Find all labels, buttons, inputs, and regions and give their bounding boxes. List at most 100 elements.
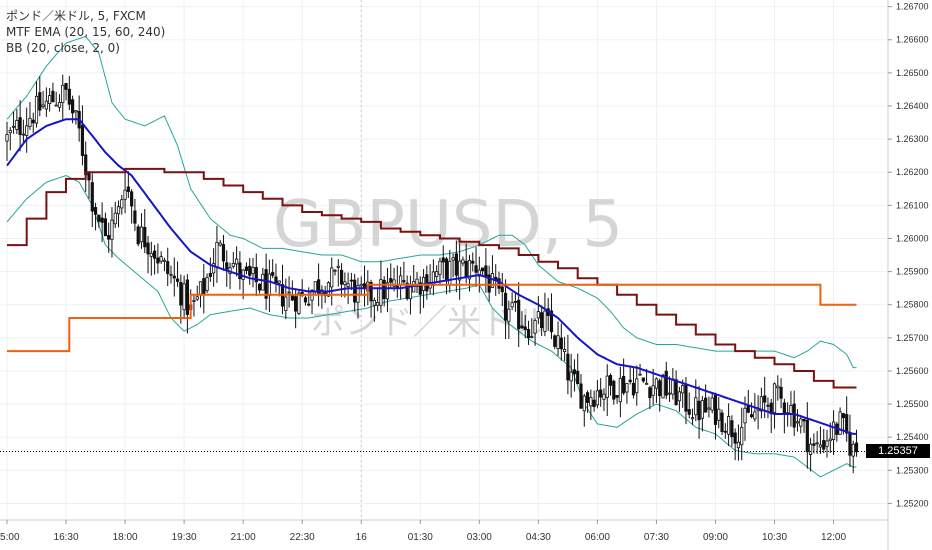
candle-body xyxy=(149,252,153,257)
legend-ema[interactable]: MTF EMA (20, 15, 60, 240) xyxy=(6,25,166,39)
candle-body xyxy=(520,325,524,329)
candle-body xyxy=(579,383,583,409)
candle-body xyxy=(198,281,203,295)
x-tick-label: 15:00 xyxy=(0,532,20,543)
y-tick-label: 1.25500 xyxy=(896,399,929,409)
candle-body xyxy=(11,125,16,128)
candle-body xyxy=(707,407,711,410)
candle-body xyxy=(507,308,511,322)
candle-body xyxy=(110,219,114,240)
candle-body xyxy=(838,411,842,435)
candle-body xyxy=(107,235,111,240)
candle-body xyxy=(67,88,71,105)
x-tick-label: 16:30 xyxy=(54,532,79,543)
candle-body xyxy=(766,404,770,407)
ema-15-line xyxy=(6,118,857,435)
candle-body xyxy=(500,286,504,293)
candle-body xyxy=(71,99,75,114)
candle-body xyxy=(257,283,262,291)
candle-body xyxy=(208,272,212,277)
watermark-symbol: GBPUSD, 5 xyxy=(273,188,623,262)
candle-body xyxy=(418,282,422,295)
candle-body xyxy=(297,292,301,314)
candle-body xyxy=(435,271,439,278)
candle-body xyxy=(559,337,563,350)
candle-body xyxy=(625,383,629,393)
ema-lines xyxy=(6,118,857,435)
candles xyxy=(5,74,859,474)
candle-body xyxy=(782,402,786,415)
candle-body xyxy=(572,369,577,375)
candle-body xyxy=(743,407,747,424)
candle-body xyxy=(215,241,219,268)
candle-body xyxy=(264,269,268,299)
candle-body xyxy=(661,374,665,399)
candle-body xyxy=(733,432,737,444)
candle-body xyxy=(372,299,376,306)
candle-body xyxy=(671,378,675,395)
candle-body xyxy=(622,376,626,394)
candle-body xyxy=(41,104,45,108)
candle-body xyxy=(444,258,449,282)
candle-body xyxy=(451,257,455,261)
last-price-tag: 1.25357 xyxy=(866,444,930,459)
candle-body xyxy=(831,421,836,440)
candle-body xyxy=(97,214,101,222)
candle-body xyxy=(343,281,347,286)
candle-body xyxy=(359,283,363,287)
x-tick-label: 07:30 xyxy=(644,532,669,543)
candle-body xyxy=(18,117,22,135)
candle-body xyxy=(162,259,167,262)
candle-body xyxy=(156,257,160,264)
candle-body xyxy=(704,397,708,413)
candle-body xyxy=(113,212,117,225)
candle-body xyxy=(681,385,685,394)
candle-body xyxy=(307,303,311,306)
candle-body xyxy=(467,260,472,280)
y-tick-label: 1.25800 xyxy=(896,300,929,310)
candle-body xyxy=(690,417,695,420)
candle-body xyxy=(595,390,600,406)
candle-body xyxy=(90,182,94,212)
candle-body xyxy=(658,380,662,397)
candle-body xyxy=(809,443,813,455)
candle-body xyxy=(812,443,816,446)
candle-body xyxy=(248,265,252,276)
candle-body xyxy=(353,279,357,303)
candle-body xyxy=(175,278,180,282)
legend-bb[interactable]: BB (20, close, 2, 0) xyxy=(6,41,120,55)
candle-body xyxy=(569,371,573,382)
candle-body xyxy=(100,217,104,223)
candle-body xyxy=(238,262,242,280)
candle-body xyxy=(566,353,570,381)
candle-body xyxy=(398,275,403,285)
candle-body xyxy=(513,301,518,303)
x-tick-label: 22:30 xyxy=(290,532,315,543)
candle-body xyxy=(851,443,855,457)
candle-body xyxy=(589,396,593,407)
candle-body xyxy=(641,377,645,382)
candle-body xyxy=(674,379,678,406)
x-tick-label: 03:00 xyxy=(467,532,492,543)
candle-body xyxy=(38,92,42,111)
bb-upper-band xyxy=(6,35,857,369)
candle-body xyxy=(556,335,560,349)
candle-body xyxy=(21,133,26,136)
candle-body xyxy=(87,172,91,181)
candle-body xyxy=(805,419,809,453)
x-tick-label: 19:30 xyxy=(172,532,197,543)
candle-body xyxy=(54,104,58,107)
candle-body xyxy=(631,382,636,396)
candle-body xyxy=(126,186,130,192)
candle-body xyxy=(185,279,189,315)
candle-body xyxy=(339,269,344,285)
candle-body xyxy=(815,442,819,445)
candle-body xyxy=(799,418,803,427)
legend-symbol[interactable]: ポンド／米ドル, 5, FXCM xyxy=(6,9,146,23)
candle-body xyxy=(136,226,140,245)
y-tick-label: 1.25400 xyxy=(896,432,929,442)
candle-body xyxy=(152,250,157,259)
candle-body xyxy=(828,438,832,442)
candle-body xyxy=(461,259,465,264)
